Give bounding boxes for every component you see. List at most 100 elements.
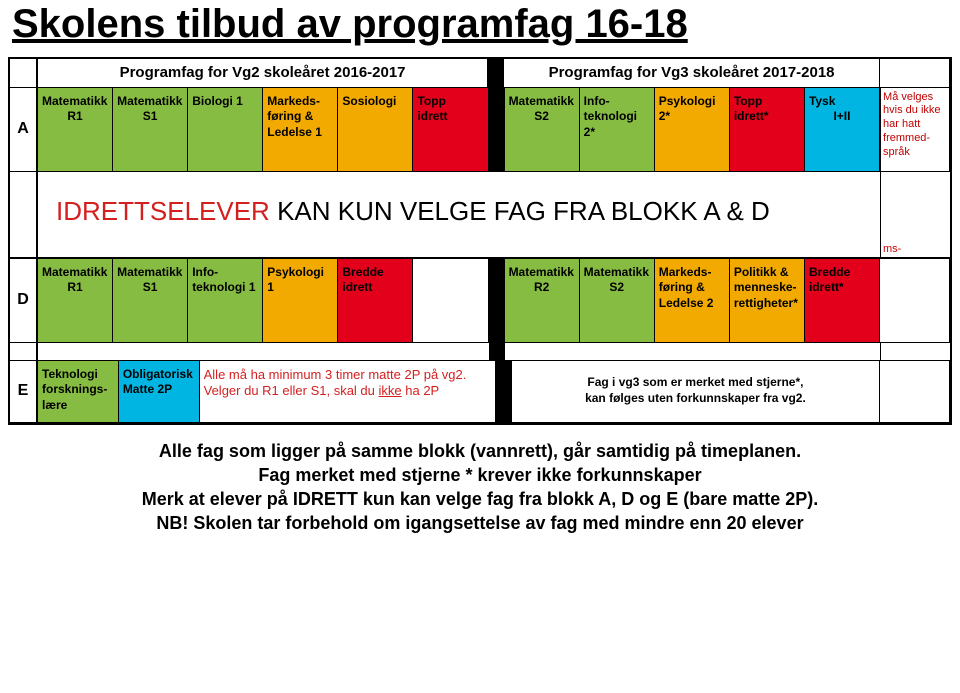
cell-a-l3: Markeds- føring & Ledelse 1 xyxy=(263,88,338,172)
cell-d-r2: Markeds- føring & Ledelse 2 xyxy=(655,259,730,343)
ln: Tysk xyxy=(809,94,875,110)
ln: Psykologi 1 xyxy=(267,265,333,296)
ln: Fag i vg3 som er merket med stjerne*, xyxy=(516,375,875,391)
ln: Obligatorisk xyxy=(123,367,195,383)
cell-e-rightnote: Fag i vg3 som er merket med stjerne*, ka… xyxy=(512,361,880,423)
notice-band: IDRETTSELEVER KAN KUN VELGE FAG FRA BLOK… xyxy=(38,172,880,257)
ln: Matematikk xyxy=(584,265,650,281)
ln: menneske- xyxy=(734,280,800,296)
page-title: Skolens tilbud av programfag 16-18 xyxy=(12,2,952,47)
separator xyxy=(496,361,512,423)
ln: I+II xyxy=(809,109,875,125)
cell-a-r4: Tysk I+II xyxy=(805,88,880,172)
sp-left xyxy=(38,343,489,361)
footer-text: Alle fag som ligger på samme blokk (vann… xyxy=(8,425,952,536)
row-label-e: E xyxy=(10,361,38,423)
cell-a-r1: Info- teknologi 2* xyxy=(580,88,655,172)
cell-d-l2: Info- teknologi 1 xyxy=(188,259,263,343)
page-root: Skolens tilbud av programfag 16-18 Progr… xyxy=(0,2,960,536)
ln: kan følges uten forkunnskaper fra vg2. xyxy=(516,391,875,407)
corner-cell xyxy=(10,59,38,88)
cell-d-r0: Matematikk R2 xyxy=(505,259,580,343)
ln: Politikk & xyxy=(734,265,800,281)
cell-e-rednote: Alle må ha minimum 3 timer matte 2P på v… xyxy=(200,361,496,423)
cell-a-r0: Matematikk S2 xyxy=(505,88,580,172)
ln: Bredde xyxy=(342,265,408,281)
separator xyxy=(489,343,505,361)
ln: rettigheter* xyxy=(734,296,800,312)
ln: Teknologi xyxy=(42,367,114,383)
ln: Matematikk xyxy=(509,265,575,281)
row-a: A Matematikk R1 Matematikk S1 Biologi 1 … xyxy=(10,88,950,172)
cell-d-r4: Bredde idrett* xyxy=(805,259,880,343)
header-note-spacer xyxy=(880,59,950,88)
header-left: Programfag for Vg2 skoleåret 2016-2017 xyxy=(38,59,488,88)
ln: Matematikk xyxy=(117,94,183,110)
sp-note xyxy=(880,343,950,361)
cell-a-l0: Matematikk R1 xyxy=(38,88,113,172)
cell-a-l2: Biologi 1 xyxy=(188,88,263,172)
ln: teknologi 2* xyxy=(584,109,650,140)
ln: Matematikk xyxy=(117,265,183,281)
cell-d-r1: Matematikk S2 xyxy=(580,259,655,343)
ln: Bredde xyxy=(809,265,875,281)
ln: Topp xyxy=(417,94,483,110)
cell-d-l-blank xyxy=(413,259,488,343)
ln: føring & xyxy=(267,109,333,125)
cell-d-l0: Matematikk R1 xyxy=(38,259,113,343)
sp-l xyxy=(10,343,38,361)
cell-d-r3: Politikk & menneske- rettigheter* xyxy=(730,259,805,343)
separator xyxy=(488,59,504,88)
ln: Matte 2P xyxy=(123,382,195,398)
ln: Matematikk xyxy=(509,94,575,110)
ln: Matematikk xyxy=(42,265,108,281)
ln: Matematikk xyxy=(42,94,108,110)
cell-a-r2: Psykologi 2* xyxy=(655,88,730,172)
cell-e-l1: Obligatorisk Matte 2P xyxy=(119,361,200,423)
footer-l4: NB! Skolen tar forbehold om igangsettels… xyxy=(38,511,922,535)
notice-label-blank xyxy=(10,172,38,257)
ln: Info- xyxy=(584,94,650,110)
ln: Markeds- xyxy=(659,265,725,281)
cell-e-l0: Teknologi forsknings- lære xyxy=(38,361,119,423)
header-right: Programfag for Vg3 skoleåret 2017-2018 xyxy=(504,59,880,88)
notice-black: KAN KUN VELGE FAG FRA BLOKK A & D xyxy=(277,196,770,226)
ln: forsknings- xyxy=(42,382,114,398)
spacer-row xyxy=(10,343,950,361)
ln: Info- xyxy=(192,265,258,281)
cell-a-l4: Sosiologi xyxy=(338,88,413,172)
ln: idrett* xyxy=(734,109,800,125)
row-label-d: D xyxy=(10,259,38,343)
ln: Velger du R1 eller S1, skal du ikke ha 2… xyxy=(204,383,491,400)
ln: S1 xyxy=(117,280,183,296)
notice-row: IDRETTSELEVER KAN KUN VELGE FAG FRA BLOK… xyxy=(10,172,950,259)
separator xyxy=(489,259,505,343)
ln: Ledelse 2 xyxy=(659,296,725,312)
separator xyxy=(489,88,505,172)
row-e: E Teknologi forsknings- lære Obligatoris… xyxy=(10,361,950,425)
cell-a-r3: Topp idrett* xyxy=(730,88,805,172)
ln: Sosiologi xyxy=(342,94,408,110)
sp-right xyxy=(505,343,880,361)
ln: Alle må ha minimum 3 timer matte 2P på v… xyxy=(204,367,491,384)
ln: S1 xyxy=(117,109,183,125)
ln: idrett xyxy=(342,280,408,296)
footer-l2: Fag merket med stjerne * krever ikke for… xyxy=(38,463,922,487)
cell-a-l1: Matematikk S1 xyxy=(113,88,188,172)
ln: idrett xyxy=(417,109,483,125)
header-row: Programfag for Vg2 skoleåret 2016-2017 P… xyxy=(10,59,950,88)
cell-d-l1: Matematikk S1 xyxy=(113,259,188,343)
ln: Ledelse 1 xyxy=(267,125,333,141)
ln: føring & xyxy=(659,280,725,296)
ln: R2 xyxy=(509,280,575,296)
ln: teknologi 1 xyxy=(192,280,258,296)
notice-red: IDRETTSELEVER xyxy=(56,196,277,226)
cell-d-r-blank xyxy=(880,259,950,343)
row-d: D Matematikk R1 Matematikk S1 Info- tekn… xyxy=(10,259,950,343)
cell-a-l5: Topp idrett xyxy=(413,88,488,172)
schedule-grid: Programfag for Vg2 skoleåret 2016-2017 P… xyxy=(8,57,952,425)
cell-e-blank xyxy=(880,361,950,423)
ln: lære xyxy=(42,398,114,414)
note-right: Må velges hvis du ikke har hatt fremmed-… xyxy=(880,88,950,172)
ln: Topp xyxy=(734,94,800,110)
